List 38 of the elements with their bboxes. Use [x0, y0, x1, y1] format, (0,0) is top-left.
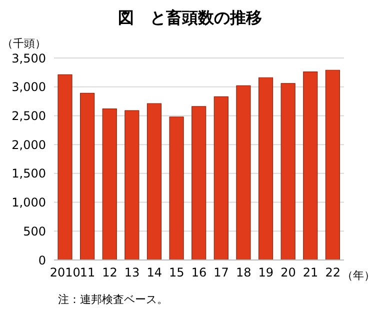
bar	[102, 108, 117, 260]
y-tick-label: 3,000	[12, 80, 46, 94]
x-tick-label: 2010	[50, 266, 80, 280]
y-tick-label: 0	[38, 253, 46, 268]
x-tick-label: 19	[258, 266, 274, 280]
y-tick-label: 3,500	[12, 51, 46, 66]
y-tick-label: 1,000	[12, 196, 46, 210]
bar	[146, 103, 162, 260]
x-axis-title: （年）	[342, 268, 375, 283]
x-tick-label: 17	[214, 266, 229, 280]
bar	[80, 92, 95, 260]
bar	[192, 106, 206, 260]
bar	[258, 77, 274, 260]
bar	[325, 70, 340, 260]
y-tick-label: 1,500	[12, 166, 46, 181]
chart-title: 図 と畜頭数の推移	[117, 8, 263, 29]
bar	[214, 96, 228, 260]
text: 注：連邦検査ベース。	[58, 292, 168, 307]
bar	[280, 83, 296, 260]
x-tick-label: 22	[325, 266, 340, 280]
bar	[236, 85, 251, 260]
x-tick-label: 20	[280, 266, 296, 280]
bar	[169, 116, 184, 260]
y-tick-label: 2,500	[12, 108, 46, 123]
y-tick-label: 500	[23, 224, 46, 238]
x-tick-label: 15	[169, 266, 184, 280]
bar	[124, 110, 140, 260]
x-tick-label: 12	[102, 266, 118, 280]
bar	[303, 72, 318, 260]
bar	[58, 74, 72, 260]
x-tick-label: 21	[302, 266, 318, 280]
x-tick-label: 14	[146, 266, 162, 280]
x-tick-label: 13	[124, 266, 140, 280]
x-tick-label: 11	[80, 266, 96, 280]
x-tick-label: 18	[236, 266, 252, 280]
y-tick-label: 2,000	[12, 138, 46, 152]
x-tick-label: 16	[191, 266, 207, 280]
y-axis-title: （千頭）	[2, 36, 46, 51]
